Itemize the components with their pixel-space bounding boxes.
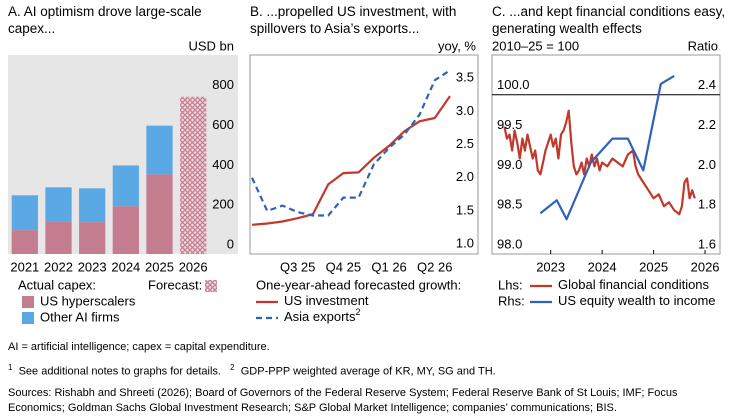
line-series (539, 74, 675, 221)
legend-swatch (205, 280, 217, 292)
bar (112, 165, 139, 207)
legend-label: US investment (284, 293, 369, 308)
y-tick-label: 99.5 (497, 117, 522, 132)
bar (11, 195, 38, 231)
legend-label: US equity wealth to income (558, 293, 716, 308)
legend-title: One-year-ahead forecasted growth: (256, 277, 461, 292)
bar (45, 221, 72, 254)
legend-name: US investment (284, 293, 369, 308)
x-tick-label: 2023 (536, 259, 565, 274)
bar (146, 125, 173, 175)
legend-axis-label: Lhs: (498, 277, 523, 292)
footnotes: 1 See additional notes to graphs for det… (8, 360, 724, 380)
y-tick-label: 400 (212, 157, 234, 172)
bar (112, 206, 139, 254)
panel-title: A. AI optimism drove large-scale capex..… (8, 4, 202, 36)
footnote-mark: 1 (8, 363, 13, 372)
legend-label: Asia exports2 (284, 307, 361, 324)
x-tick-label: 2021 (10, 259, 39, 274)
y-tick-label: 1.8 (698, 197, 716, 212)
legend-axis-label: Rhs: (498, 293, 525, 308)
unit-label: Ratio (688, 38, 718, 53)
bar (180, 96, 207, 254)
y-tick-label: 2.0 (698, 157, 716, 172)
y-tick-label: 2.2 (698, 117, 716, 132)
x-tick-label: 2025 (639, 259, 668, 274)
x-tick-label: Q1 26 (371, 259, 406, 274)
y-tick-label: 2.0 (456, 169, 474, 184)
footnote-mark: 2 (230, 363, 235, 372)
y-tick-label: 99.0 (497, 157, 522, 172)
bar (45, 187, 72, 222)
x-tick-label: Q3 25 (280, 259, 315, 274)
legend-name: Global financial conditions (558, 277, 710, 292)
unit-label: 2010–25 = 100 (492, 38, 579, 53)
panel-title: B. ...propelled US investment, with spil… (250, 4, 457, 36)
y-tick-label: 98.0 (497, 236, 522, 251)
bar (11, 230, 38, 254)
y-tick-label: 98.5 (497, 197, 522, 212)
legend-swatch (22, 296, 34, 308)
legend-label: US hyperscalers (40, 293, 136, 308)
x-tick-label: Q4 25 (326, 259, 361, 274)
y-tick-label: 200 (212, 197, 234, 212)
plot-frame (491, 54, 721, 255)
y-tick-label: 100.0 (497, 77, 530, 92)
legend-name: Asia exports (284, 309, 356, 324)
y-tick-label: 1.0 (456, 235, 474, 250)
y-tick-label: 2.5 (456, 136, 474, 151)
legend-title: Actual capex: (18, 277, 96, 292)
line-series (250, 69, 451, 217)
y-tick-label: 3.5 (456, 70, 474, 85)
legend-label: Other AI firms (40, 309, 120, 324)
y-tick-label: 3.0 (456, 103, 474, 118)
y-tick-label: 2.4 (698, 77, 716, 92)
panel-title: C. ...and kept financial conditions easy… (492, 4, 726, 36)
unit-label: yoy, % (438, 38, 476, 53)
x-tick-label: 2024 (111, 259, 140, 274)
legend-label: Forecast: (148, 277, 202, 292)
y-tick-label: 800 (212, 77, 234, 92)
y-tick-label: 600 (212, 117, 234, 132)
plot-frame (249, 54, 479, 255)
legend-name: US equity wealth to income (558, 293, 716, 308)
legend-swatch (22, 312, 34, 324)
x-tick-label: 2026 (179, 259, 208, 274)
y-tick-label: 1.6 (698, 236, 716, 251)
abbreviations: AI = artificial intelligence; capex = ca… (8, 341, 270, 353)
bar (79, 188, 106, 223)
x-tick-label: 2026 (691, 259, 720, 274)
sources: Sources: Rishabh and Shreeti (2026); Boa… (8, 387, 678, 414)
bar (146, 174, 173, 254)
footnote: GDP-PPP weighted average of KR, MY, SG a… (240, 365, 496, 378)
y-tick-label: 1.5 (456, 202, 474, 217)
legend-label: Global financial conditions (558, 277, 710, 292)
line-series (503, 109, 696, 216)
footnote-mark: 2 (356, 307, 361, 317)
footnote: See additional notes to graphs for detai… (18, 365, 221, 378)
y-tick-label: 0 (227, 236, 234, 251)
unit-label: USD bn (188, 38, 234, 53)
x-tick-label: 2022 (44, 259, 73, 274)
x-tick-label: 2023 (78, 259, 107, 274)
x-tick-label: 2024 (588, 259, 617, 274)
bar (79, 222, 106, 254)
line-series (251, 95, 451, 226)
x-tick-label: Q2 26 (417, 259, 452, 274)
x-tick-label: 2025 (145, 259, 174, 274)
